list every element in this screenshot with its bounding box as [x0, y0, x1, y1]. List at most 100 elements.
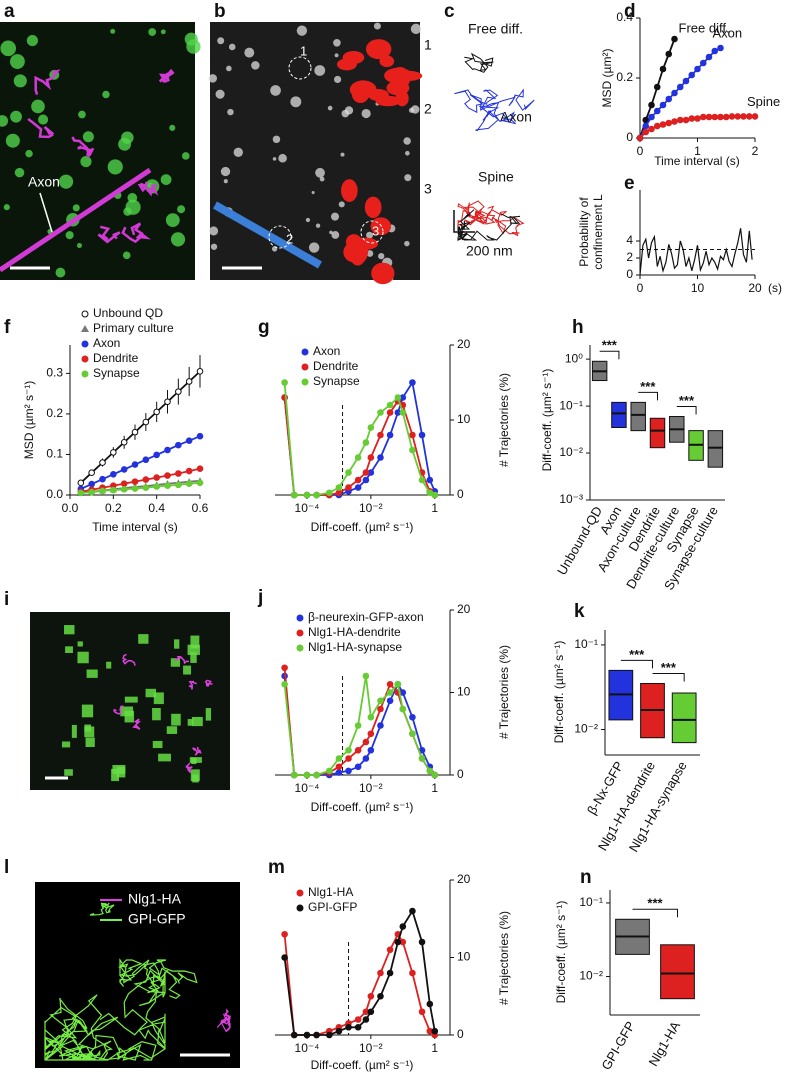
- image-blob: [251, 61, 260, 70]
- image-blob: [152, 707, 161, 721]
- significance-bracket: [676, 406, 697, 415]
- image-label: Nlg1-HA: [128, 891, 182, 907]
- image-blob: [5, 133, 20, 148]
- marker: [426, 1000, 434, 1008]
- marker: [705, 113, 713, 121]
- y-tick-label: 2: [626, 250, 633, 264]
- panel-letter: e: [624, 173, 635, 194]
- image-blob: [10, 54, 25, 69]
- marker: [362, 738, 370, 746]
- image-blob: [183, 665, 192, 675]
- marker: [705, 53, 713, 61]
- marker: [335, 769, 343, 776]
- marker: [313, 771, 320, 779]
- image-blob: [13, 74, 27, 88]
- y-tick-label: 0.2: [616, 70, 633, 84]
- image-blob: [76, 243, 82, 249]
- legend-label: Unbound QD: [93, 306, 163, 320]
- significance-label: ***: [647, 896, 663, 911]
- marker: [418, 938, 426, 946]
- image-trace: [71, 136, 95, 159]
- trajectory: [457, 209, 521, 242]
- x-tick-label: 0: [637, 144, 644, 158]
- scale-bar: [453, 210, 475, 233]
- y-axis-label: MSD (µm² s⁻¹): [22, 381, 36, 460]
- highlight: [268, 225, 292, 249]
- image-blob: [165, 213, 180, 228]
- image-label: 2: [424, 101, 432, 117]
- marker: [325, 1031, 333, 1039]
- legend-label: Synapse: [313, 374, 360, 388]
- y-tick-label: 10⁻²: [579, 969, 603, 983]
- legend-label: Primary culture: [93, 321, 174, 335]
- marker: [377, 722, 384, 729]
- marker: [682, 77, 690, 85]
- marker: [88, 480, 95, 488]
- arrow: [39, 192, 53, 233]
- image-blob: [410, 23, 422, 35]
- image-blob: [331, 231, 340, 239]
- marker: [394, 394, 402, 401]
- image-patch: [342, 51, 365, 65]
- marker: [99, 475, 106, 483]
- x-tick-label: 2: [752, 144, 759, 158]
- image-blob: [3, 204, 10, 211]
- marker: [409, 969, 416, 977]
- marker: [185, 437, 193, 444]
- image-blob: [223, 179, 228, 184]
- marker: [354, 1016, 362, 1023]
- image-blob: [14, 167, 25, 178]
- legend-label: Axon: [93, 336, 120, 350]
- box: [649, 417, 666, 449]
- y-axis-label: # Trajectories (%): [497, 373, 511, 467]
- image-blob: [181, 152, 190, 160]
- marker: [682, 116, 690, 124]
- panel-letter: b: [214, 1, 226, 22]
- significance-bracket: [638, 391, 658, 401]
- image-blob: [233, 147, 243, 158]
- x-tick-label: 10⁻²: [359, 501, 383, 515]
- marker: [722, 113, 730, 121]
- image-blob: [80, 155, 92, 168]
- image-blob: [187, 719, 194, 726]
- marker: [303, 771, 311, 779]
- marker: [120, 438, 128, 446]
- marker: [77, 479, 85, 487]
- marker: [362, 672, 370, 680]
- significance-bracket: [652, 672, 685, 682]
- marker: [394, 938, 402, 946]
- image-blob: [71, 724, 77, 738]
- marker: [367, 746, 375, 754]
- marker: [196, 368, 204, 375]
- panel-letter: c: [444, 1, 455, 22]
- marker: [711, 47, 719, 55]
- significance-label: ***: [661, 660, 677, 675]
- marker: [185, 480, 193, 487]
- marker: [120, 486, 128, 493]
- image-patch: [371, 262, 395, 285]
- image-patch: [343, 241, 367, 263]
- legend-marker: [81, 340, 89, 348]
- image-blob: [319, 176, 325, 182]
- image-blob: [64, 769, 73, 776]
- legend-marker: [81, 355, 89, 363]
- highlight: [360, 220, 384, 244]
- marker: [367, 730, 375, 738]
- marker: [281, 680, 288, 688]
- legend-marker: [296, 614, 304, 622]
- marker: [175, 441, 182, 449]
- marker: [409, 446, 416, 454]
- marker: [694, 115, 701, 122]
- y-tick-label: 0.0: [46, 487, 63, 501]
- marker: [418, 755, 426, 762]
- legend-marker: [301, 363, 309, 371]
- marker: [175, 481, 182, 489]
- marker: [131, 478, 139, 485]
- marker: [354, 722, 362, 729]
- marker: [728, 113, 736, 120]
- image-blob: [125, 199, 141, 215]
- image-blob: [190, 635, 200, 649]
- marker: [711, 113, 719, 121]
- panel-letter: f: [4, 317, 11, 338]
- image-blob: [10, 110, 22, 123]
